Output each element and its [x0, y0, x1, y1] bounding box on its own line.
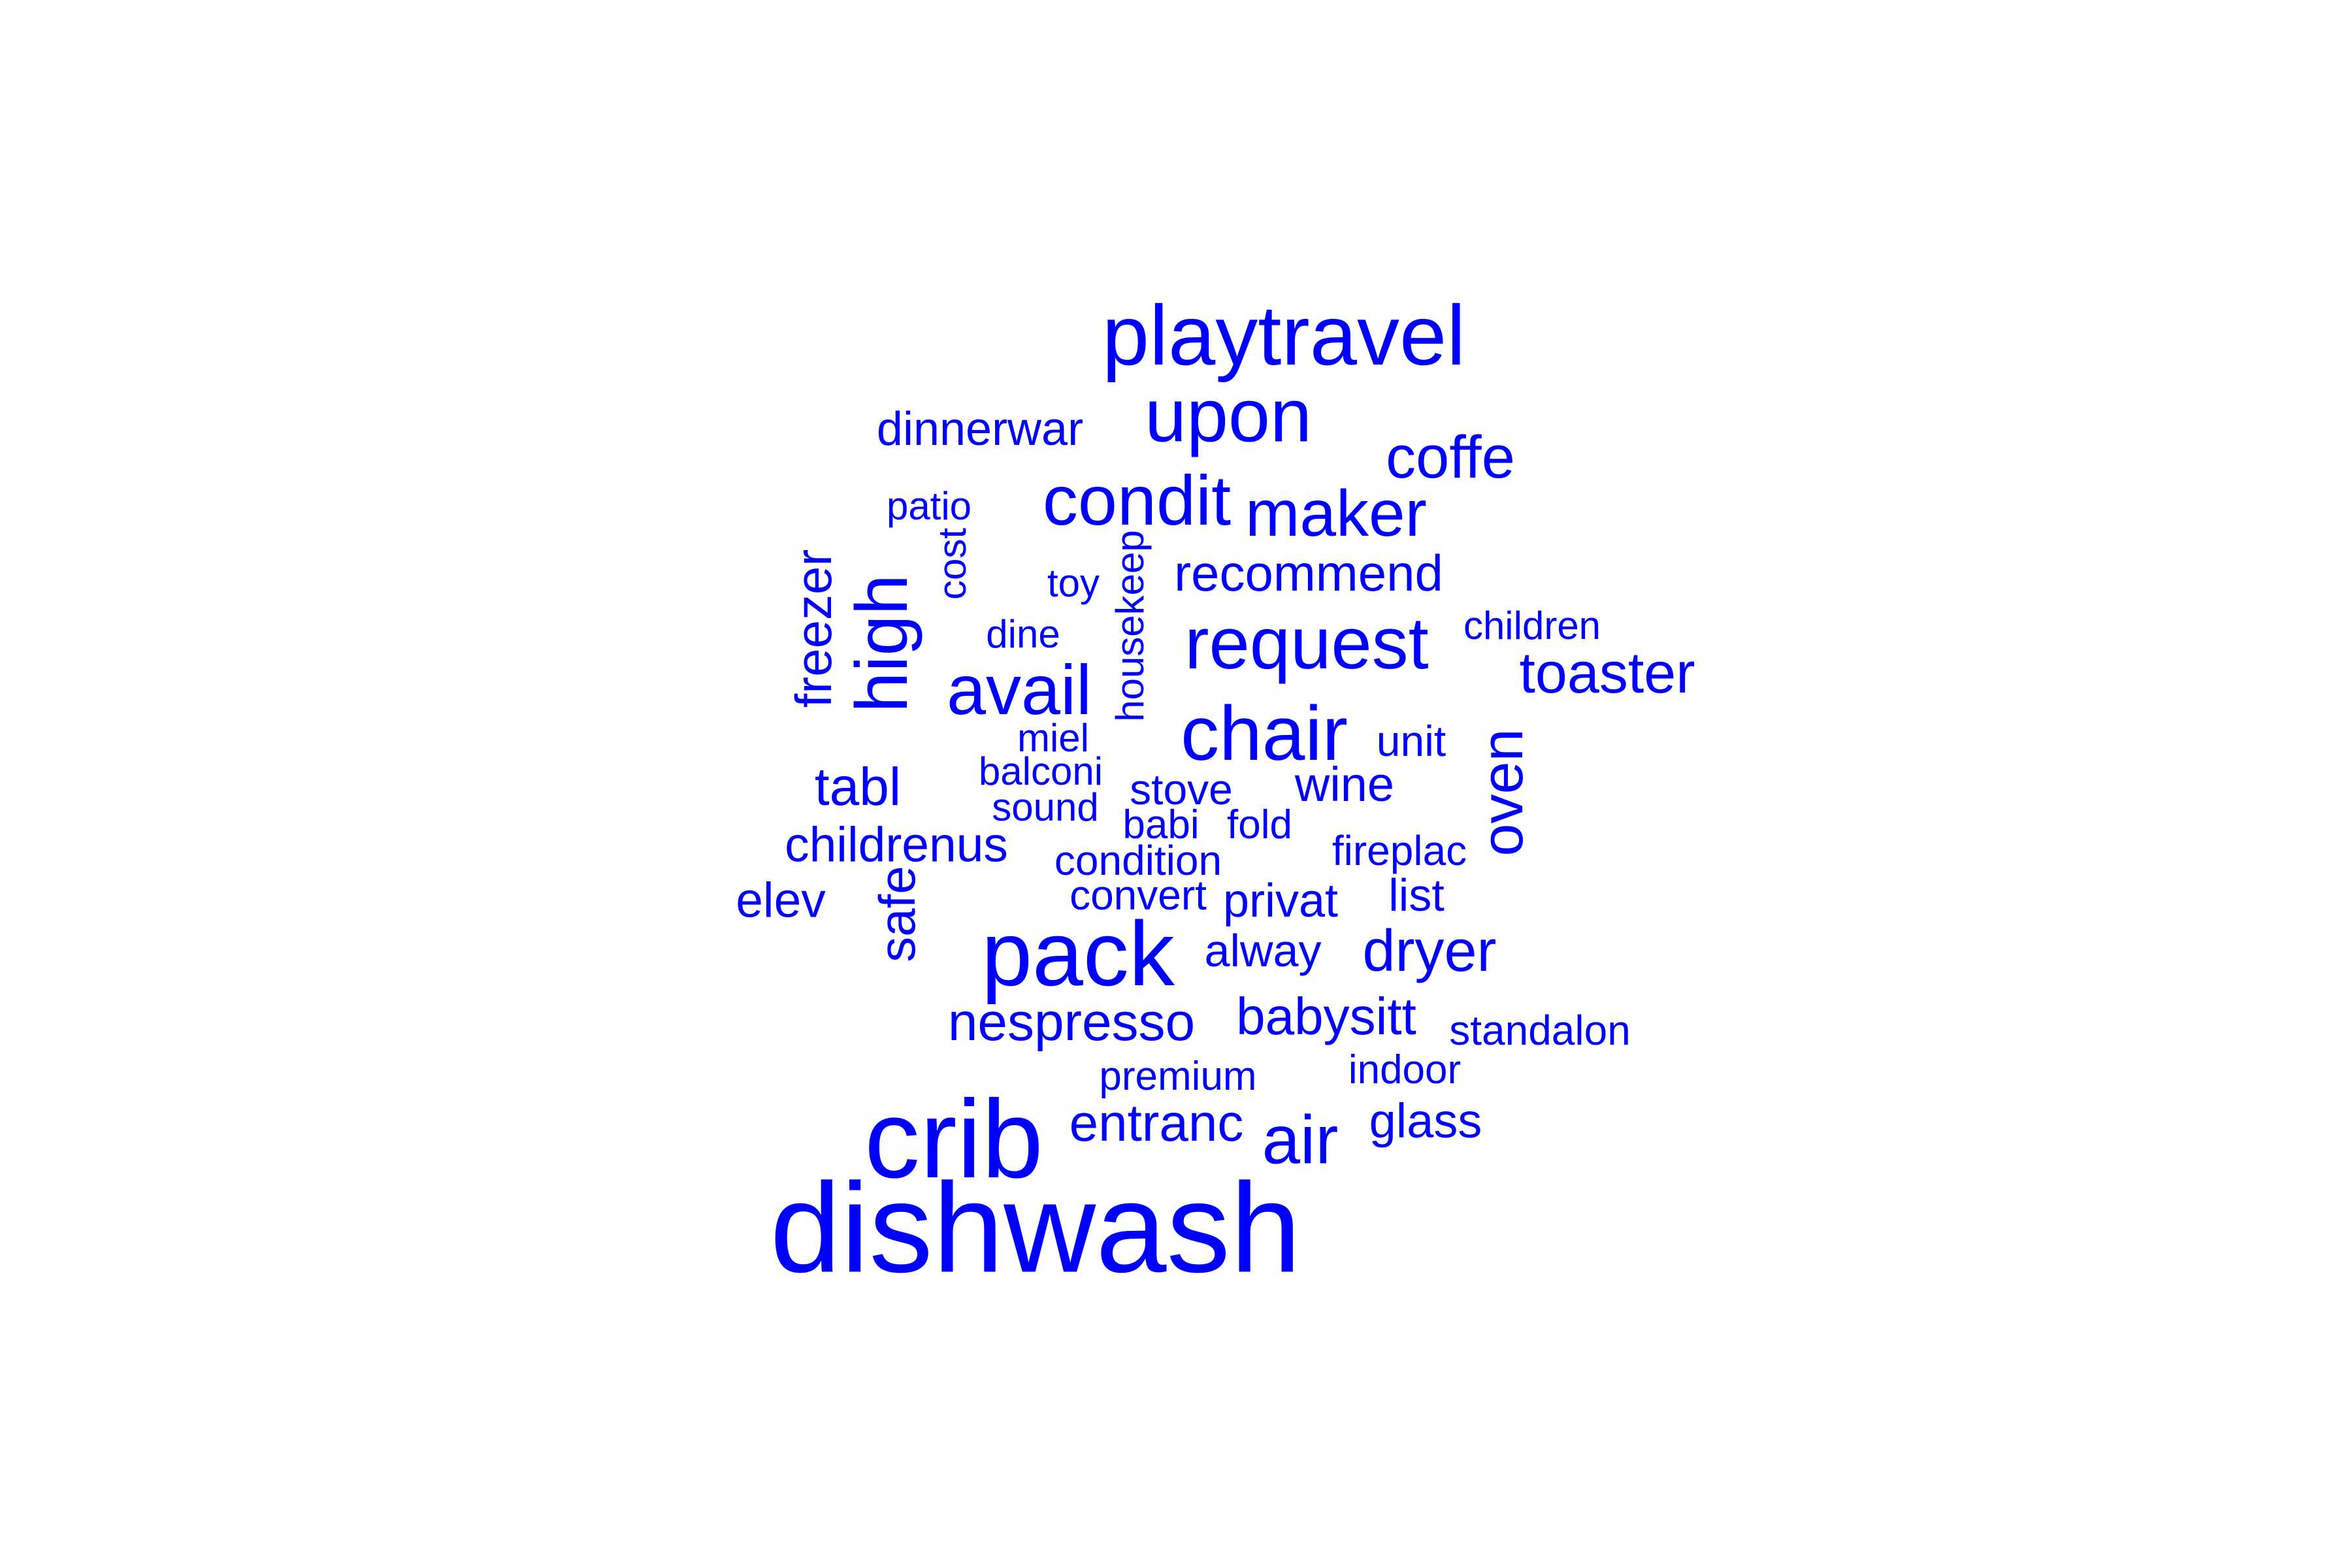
word-air: air — [1262, 1102, 1339, 1179]
word-stove: stove — [1130, 765, 1233, 814]
word-toy: toy — [1047, 561, 1100, 606]
word-premium: premium — [1099, 1053, 1257, 1099]
word-maker: maker — [1245, 477, 1427, 550]
word-patio: patio — [886, 484, 972, 529]
word-upon: upon — [1145, 374, 1312, 458]
word-miel: miel — [1017, 716, 1090, 760]
word-housekeep: housekeep — [1108, 530, 1152, 723]
word-list: list — [1388, 869, 1445, 921]
word-pack: pack — [981, 902, 1175, 1005]
word-entranc: entranc — [1069, 1094, 1244, 1152]
word-babysitt: babysitt — [1236, 987, 1416, 1046]
word-request: request — [1184, 602, 1429, 684]
word-childrenus: childrenus — [785, 817, 1008, 872]
word-convert: convert — [1070, 871, 1207, 919]
word-fireplac: fireplac — [1331, 826, 1467, 874]
word-unit: unit — [1376, 717, 1446, 766]
word-privat: privat — [1222, 875, 1339, 928]
word-wine: wine — [1294, 757, 1395, 812]
word-indoor: indoor — [1348, 1047, 1462, 1092]
word-children: children — [1463, 604, 1601, 648]
word-balconi: balconi — [978, 749, 1103, 794]
word-condit: condit — [1042, 461, 1232, 540]
word-chair: chair — [1181, 690, 1348, 777]
word-high: high — [841, 574, 923, 713]
word-oven: oven — [1470, 728, 1535, 857]
word-standalon: standalon — [1449, 1006, 1631, 1054]
word-avail: avail — [946, 650, 1092, 730]
word-elev: elev — [736, 872, 826, 928]
word-fold: fold — [1227, 802, 1292, 847]
word-dine: dine — [986, 612, 1060, 657]
word-dryer: dryer — [1362, 918, 1497, 984]
word-safe: safe — [868, 866, 926, 962]
word-crib: crib — [864, 1077, 1043, 1201]
word-dinnerwar: dinnerwar — [876, 403, 1084, 456]
word-freezer: freezer — [785, 549, 842, 708]
word-playtravel: playtravel — [1102, 287, 1466, 384]
word-condition: condition — [1054, 836, 1222, 884]
word-recommend: recommend — [1174, 544, 1443, 602]
word-glass: glass — [1369, 1094, 1482, 1149]
word-cost: cost — [930, 528, 974, 600]
word-tabl: tabl — [814, 757, 902, 817]
word-coffe: coffe — [1386, 423, 1515, 491]
word-dishwash: dishwash — [770, 1156, 1301, 1299]
word-nespresso: nespresso — [947, 992, 1196, 1053]
word-babi: babi — [1122, 802, 1200, 847]
word-toaster: toaster — [1519, 640, 1695, 706]
word-alway: alway — [1204, 924, 1322, 976]
word-sound: sound — [992, 785, 1099, 830]
